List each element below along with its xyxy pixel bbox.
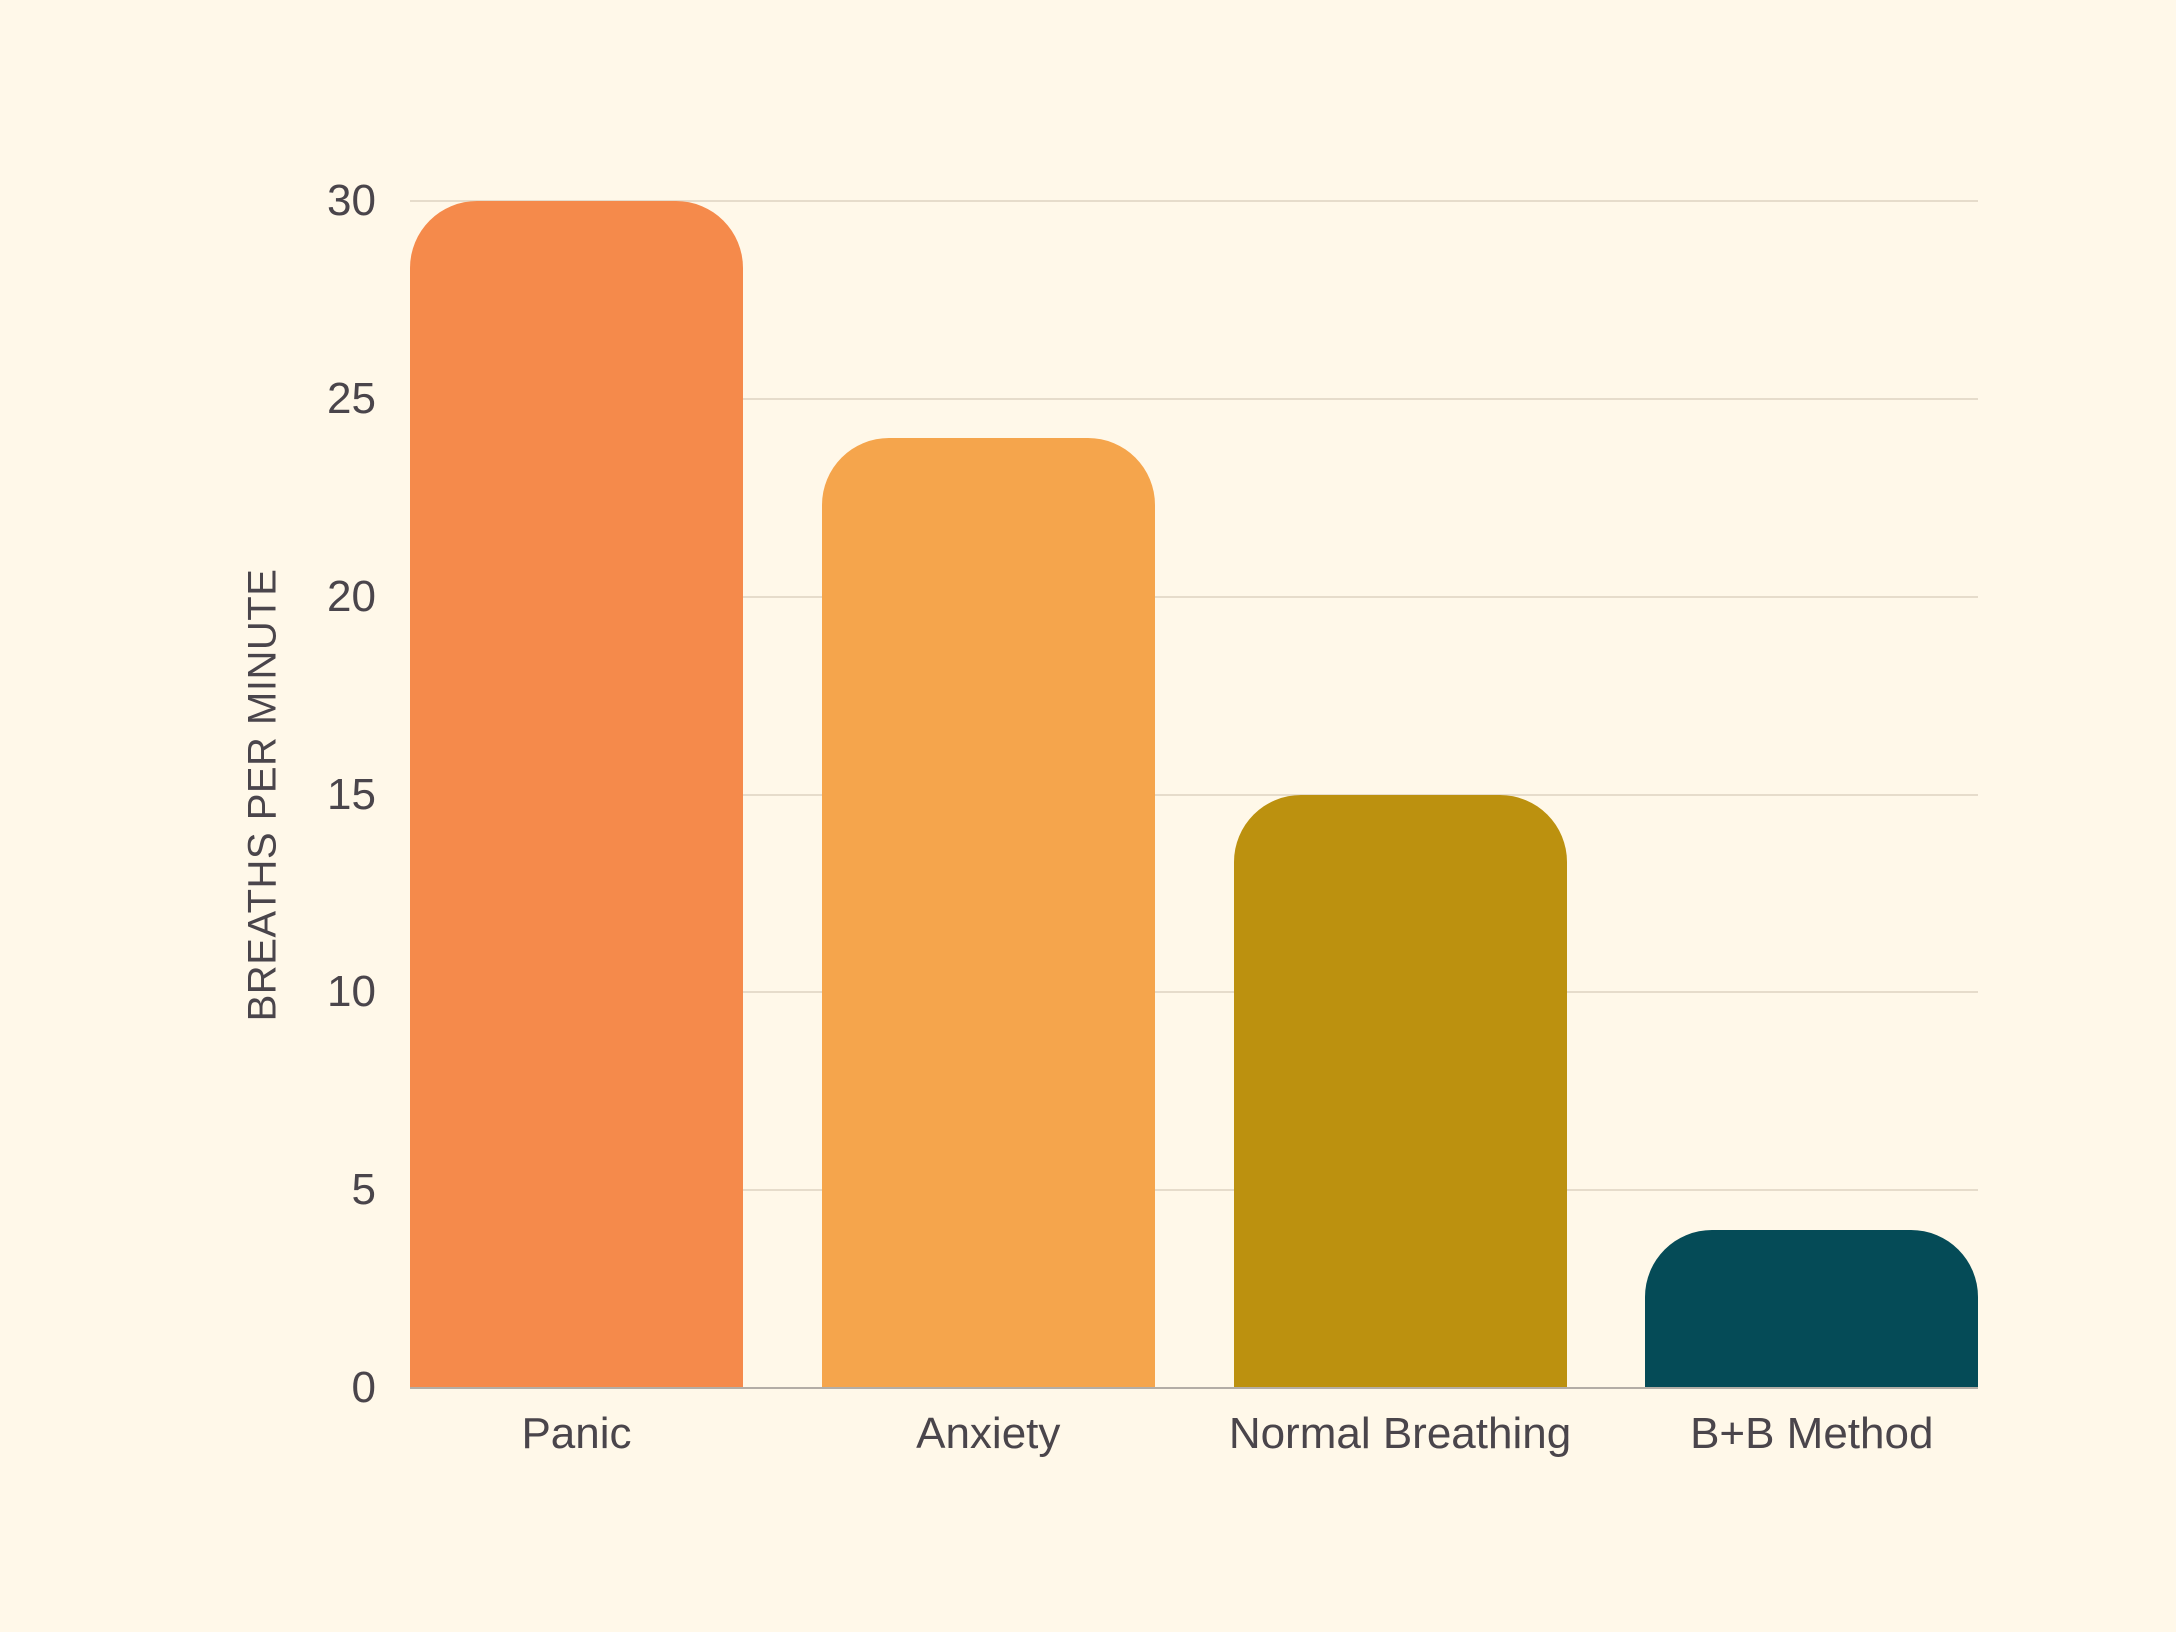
y-tick-label: 0 — [351, 1363, 376, 1412]
x-tick-label: Normal Breathing — [1228, 1409, 1572, 1458]
y-tick-label: 5 — [351, 1165, 376, 1215]
y-tick-label: 20 — [327, 571, 376, 621]
bar-anxiety — [821, 438, 1155, 1388]
gridline — [410, 1189, 1978, 1192]
gridline — [410, 991, 1978, 994]
bar-normal-breathing — [1233, 794, 1567, 1388]
x-tick-label: B+B Method — [1690, 1409, 1934, 1458]
x-tick-label: Anxiety — [916, 1409, 1061, 1458]
y-tick-label: 30 — [327, 176, 376, 225]
y-tick-label: 10 — [327, 967, 376, 1017]
x-tick-label: Panic — [521, 1409, 632, 1458]
gridline — [410, 200, 1978, 202]
bar-panic — [410, 201, 743, 1388]
y-tick-label: 15 — [327, 769, 376, 819]
bar-b-b-method — [1645, 1229, 1979, 1388]
y-axis-title: BREATHS PER MINUTE — [240, 568, 285, 1022]
gridline — [410, 793, 1978, 796]
gridline — [410, 397, 1978, 400]
x-axis-line — [410, 1387, 1978, 1389]
gridline — [410, 595, 1978, 598]
y-tick-label: 25 — [327, 373, 376, 423]
